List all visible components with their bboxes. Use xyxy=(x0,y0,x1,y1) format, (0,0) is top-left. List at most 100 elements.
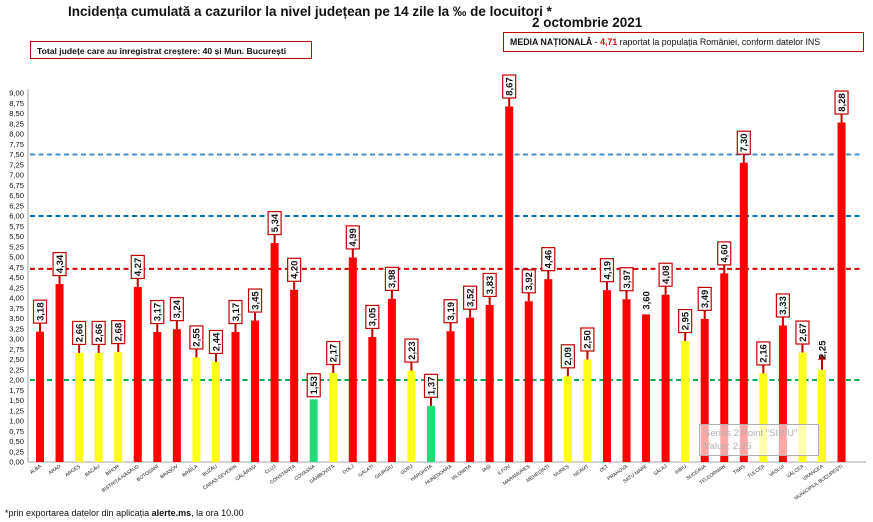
y-tick-label: 8,50 xyxy=(9,109,24,118)
x-axis-labels: ALBA ARAD ARGEȘ BACĂU BIHORBISTRIȚA-NĂSĂUDBO… xyxy=(29,462,844,501)
bar xyxy=(642,314,651,462)
bar xyxy=(329,373,338,462)
value-label-box xyxy=(71,320,87,346)
value-label-group: 4,20 xyxy=(287,257,302,282)
y-tick-label: 8,75 xyxy=(9,99,24,108)
value-label-group: 2,68 xyxy=(111,320,126,345)
y-tick-label: 4,75 xyxy=(9,263,24,272)
bar xyxy=(602,290,611,462)
value-label-box xyxy=(130,254,145,280)
value-label: 2,95 xyxy=(680,311,691,330)
bar xyxy=(759,373,768,462)
value-label-box xyxy=(463,285,478,310)
x-tick-label: DOLJ xyxy=(342,463,356,475)
value-label-group: 3,33 xyxy=(775,293,791,318)
footnote-prefix: *prin exportarea datelor din aplicația xyxy=(5,508,152,518)
bar xyxy=(818,369,826,462)
value-label-box xyxy=(287,257,302,282)
value-label-box xyxy=(150,299,165,325)
value-label-box xyxy=(365,304,380,330)
value-label: 3,33 xyxy=(778,296,789,315)
value-label: 2,09 xyxy=(563,347,574,366)
bar xyxy=(505,106,514,462)
bar xyxy=(427,405,435,462)
y-tick-label: 1,50 xyxy=(9,396,24,405)
chart-date: 2 octombrie 2021 xyxy=(532,15,643,30)
value-label-group: 3,98 xyxy=(384,266,399,291)
bar xyxy=(309,399,318,462)
bar xyxy=(407,370,416,462)
x-tick-label: ILFOV xyxy=(497,463,513,476)
value-label-group: 4,27 xyxy=(130,254,145,280)
national-average-box: MEDIA NAȚIONALĂ - 4,71 raportat la popul… xyxy=(503,32,864,52)
x-tick-label: BOTOȘANI xyxy=(136,464,160,483)
y-tick-label: 6,00 xyxy=(9,212,24,221)
value-label-group: 2,67 xyxy=(795,320,810,345)
value-label: 2,66 xyxy=(94,324,105,343)
footnote: *prin exportarea datelor din aplicația a… xyxy=(5,508,244,518)
value-label-group: 2,25 xyxy=(817,340,828,359)
y-tick-label: 6,50 xyxy=(9,191,24,200)
value-label-group: 2,44 xyxy=(208,329,224,355)
value-label-box xyxy=(345,225,360,250)
footnote-source: alerte.ms xyxy=(151,508,192,518)
value-label: 3,83 xyxy=(485,276,496,295)
x-tick-label: SIBIU xyxy=(674,463,688,476)
national-average-prefix: - xyxy=(592,37,601,47)
value-label-group: 3,97 xyxy=(619,267,634,292)
bar xyxy=(524,301,533,462)
y-tick-label: 7,00 xyxy=(9,171,24,180)
x-tick-label: CLUJ xyxy=(264,463,278,475)
national-average-suffix: raportat la populația României, conform … xyxy=(617,37,821,47)
x-tick-label: MUREȘ xyxy=(553,463,572,478)
value-label: 2,67 xyxy=(798,323,809,342)
value-label-box xyxy=(619,267,634,292)
y-tick-label: 5,25 xyxy=(9,242,24,251)
value-label: 2,50 xyxy=(583,330,594,349)
bar xyxy=(798,352,807,462)
bar xyxy=(368,336,377,462)
x-tick-label: VASLUI xyxy=(768,464,785,479)
y-tick-label: 4,50 xyxy=(9,273,24,282)
value-label-box xyxy=(658,262,673,287)
chart-tooltip: Series 2 Point "SIBIU" Value: 2,95 xyxy=(699,424,819,456)
y-tick-label: 7,75 xyxy=(9,140,24,149)
value-label: 4,34 xyxy=(55,254,66,273)
value-label-box xyxy=(384,266,399,291)
value-label: 1,53 xyxy=(309,376,320,395)
x-tick-label: BUZĂU xyxy=(201,463,219,479)
value-label-group: 5,34 xyxy=(267,210,282,236)
value-label-box xyxy=(169,297,184,322)
value-label-group: 4,34 xyxy=(52,251,67,277)
bar xyxy=(739,162,748,462)
value-label: 3,92 xyxy=(524,272,535,291)
value-label-group: 3,49 xyxy=(697,286,712,312)
value-label-box xyxy=(482,272,497,298)
chart-title: Incidența cumulată a cazurilor la nivel … xyxy=(68,4,552,19)
x-tick-label: IAȘI xyxy=(481,464,492,474)
value-label: 4,46 xyxy=(544,250,555,269)
x-tick-label: NEAMȚ xyxy=(573,464,590,479)
y-tick-label: 1,00 xyxy=(9,417,24,426)
value-label-box xyxy=(32,299,48,324)
value-label-box xyxy=(404,338,419,363)
value-label-group: 8,67 xyxy=(502,74,517,99)
bar xyxy=(485,304,494,462)
value-label: 2,16 xyxy=(759,344,770,363)
value-label: 3,24 xyxy=(172,299,183,318)
x-tick-label: CARAȘ-SEVERIN xyxy=(202,463,239,491)
value-label: 8,67 xyxy=(505,77,516,96)
value-label: 2,17 xyxy=(329,344,340,363)
value-label-group: 2,17 xyxy=(326,340,341,366)
value-label: 3,18 xyxy=(35,302,46,321)
x-tick-label: ARGEȘ xyxy=(64,463,82,478)
value-label-group: 3,17 xyxy=(150,299,165,325)
value-label-group: 2,23 xyxy=(404,338,419,363)
value-label-box xyxy=(560,344,575,369)
footnote-suffix: , la ora 10.00 xyxy=(191,508,244,518)
y-tick-label: 7,25 xyxy=(9,160,24,169)
bars: 3,18 4,34 2,66 2,66 2,68 4,27 3,17 3,24 2,55 2,44… xyxy=(32,74,849,463)
value-label-group: 4,99 xyxy=(345,225,360,250)
value-label-box xyxy=(247,288,263,313)
